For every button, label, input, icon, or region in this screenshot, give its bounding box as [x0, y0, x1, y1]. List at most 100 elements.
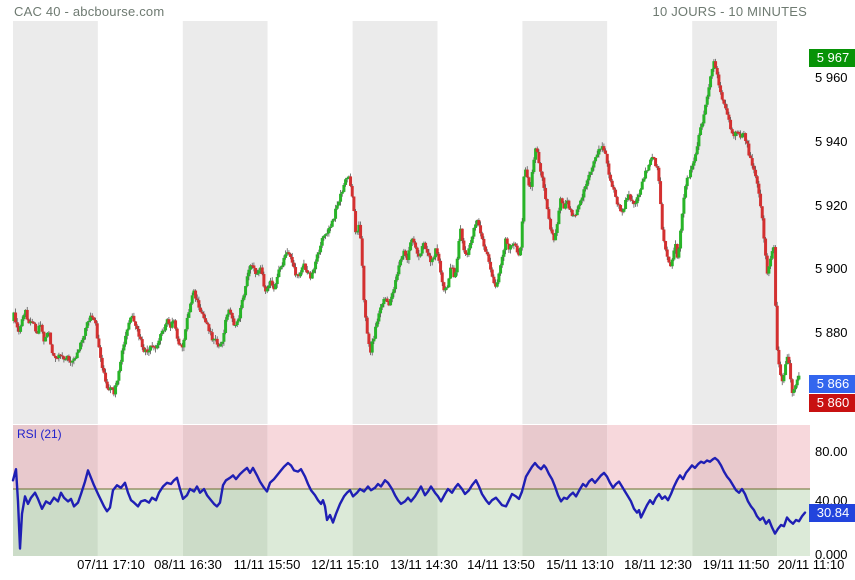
rsi-tick-label: 80.00: [815, 443, 848, 459]
candle-down: [105, 381, 109, 389]
candle-down: [92, 317, 96, 321]
candle-up: [57, 354, 61, 359]
candle-down: [250, 265, 254, 267]
time-tick-label: 08/11 16:30: [154, 557, 222, 572]
candle-down: [609, 174, 613, 181]
candle-down: [354, 211, 358, 233]
candle-up: [275, 277, 279, 285]
candle-up: [120, 350, 124, 362]
candle-down: [17, 327, 21, 332]
price-tick-label: 5 920: [815, 197, 848, 213]
candle-down: [729, 119, 733, 130]
candle-down: [664, 240, 668, 250]
candle-down: [527, 177, 531, 186]
candle-down: [154, 347, 158, 349]
candle-up: [509, 245, 513, 250]
candle-up: [317, 252, 321, 255]
candle-down: [605, 153, 609, 164]
candle-down: [630, 199, 634, 201]
candle-down: [25, 309, 29, 320]
candle-down: [612, 186, 616, 190]
candle-up: [710, 69, 714, 77]
candle-down: [535, 148, 539, 152]
candle-down: [230, 312, 234, 319]
candle-up: [454, 272, 458, 278]
candle-down: [349, 176, 353, 186]
candle-down: [654, 158, 658, 167]
candle-down: [137, 328, 141, 337]
candle-up: [212, 338, 216, 341]
candle-down: [67, 355, 71, 361]
candle-up: [380, 304, 384, 308]
price-tick-label: 5 900: [815, 261, 848, 277]
candle-down: [442, 282, 446, 291]
candle-down: [177, 338, 181, 345]
candle-down: [134, 321, 138, 326]
rsi-oversold-band: [522, 489, 608, 556]
candle-down: [544, 187, 548, 200]
candle-up: [374, 326, 378, 339]
last-price-badge: 5 866: [809, 374, 855, 393]
candle-down: [547, 209, 551, 219]
candle-down: [405, 255, 409, 260]
candle-down: [789, 363, 793, 380]
candle-down: [140, 339, 144, 348]
rsi-overbought-band: [182, 425, 268, 489]
candle-up: [734, 131, 738, 137]
candle-up: [79, 342, 83, 350]
candle-up: [534, 148, 538, 160]
candle-down: [364, 300, 368, 318]
candle-up: [117, 371, 121, 381]
candle-up: [234, 325, 238, 327]
candle-up: [797, 375, 801, 380]
candle-up: [692, 161, 696, 166]
candle-up: [395, 274, 399, 281]
candle-up: [469, 242, 473, 249]
candle-down: [560, 198, 564, 204]
candle-up: [530, 172, 534, 187]
candle-down: [55, 358, 59, 360]
candle-down: [32, 322, 36, 324]
candle-up: [794, 385, 798, 390]
rsi-line-series: [11, 456, 807, 550]
time-tick-label: 19/11 11:50: [702, 557, 770, 572]
rsi-oversold-band: [692, 489, 778, 556]
candle-up: [522, 176, 526, 222]
candle-up: [402, 250, 406, 257]
candle-up: [475, 220, 479, 225]
candle-up: [192, 290, 196, 296]
candle-up: [397, 265, 401, 275]
candle-up: [244, 286, 248, 296]
candle-up: [409, 242, 413, 251]
candle-up: [384, 298, 388, 300]
candle-up: [622, 209, 626, 212]
candle-up: [597, 149, 601, 155]
candle-down: [197, 300, 201, 308]
candle-up: [245, 276, 249, 287]
candle-up: [642, 178, 646, 182]
candle-up: [445, 287, 449, 289]
candle-down: [417, 253, 421, 257]
candle-up: [64, 359, 68, 361]
candle-down: [619, 204, 623, 212]
candle-up: [520, 221, 524, 248]
candle-up: [624, 199, 628, 210]
candle-up: [512, 243, 516, 246]
candle-up: [29, 321, 33, 324]
candle-up: [524, 169, 528, 177]
candle-down: [452, 267, 456, 278]
candle-up: [389, 299, 393, 306]
candle-down: [477, 220, 481, 226]
candle-down: [462, 240, 466, 251]
candle-up: [767, 266, 771, 274]
candle-up: [592, 161, 596, 168]
candle-up: [682, 197, 686, 214]
candle-down: [629, 194, 633, 200]
candle-down: [152, 346, 156, 348]
candle-down: [662, 229, 666, 241]
candle-down: [174, 320, 178, 329]
timeframe-label: 10 JOURS - 10 MINUTES: [652, 4, 807, 19]
candle-down: [735, 131, 739, 133]
rsi-overbought-band: [522, 425, 608, 489]
